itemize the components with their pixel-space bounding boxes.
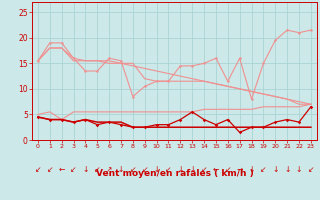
- Text: ↓: ↓: [118, 165, 124, 174]
- Text: ↙: ↙: [201, 165, 207, 174]
- Text: ←: ←: [213, 165, 219, 174]
- Text: ↙: ↙: [47, 165, 53, 174]
- X-axis label: Vent moyen/en rafales ( km/h ): Vent moyen/en rafales ( km/h ): [96, 169, 253, 178]
- Text: →: →: [236, 165, 243, 174]
- Text: ←: ←: [59, 165, 65, 174]
- Text: ↓: ↓: [272, 165, 278, 174]
- Text: ↓: ↓: [153, 165, 160, 174]
- Text: ↙: ↙: [308, 165, 314, 174]
- Text: ↓: ↓: [189, 165, 196, 174]
- Text: ↙: ↙: [260, 165, 267, 174]
- Text: ↓: ↓: [248, 165, 255, 174]
- Text: ↙: ↙: [70, 165, 77, 174]
- Text: ↙: ↙: [35, 165, 41, 174]
- Text: ↙: ↙: [94, 165, 100, 174]
- Text: ↗: ↗: [106, 165, 112, 174]
- Text: ↙: ↙: [130, 165, 136, 174]
- Text: ↙: ↙: [165, 165, 172, 174]
- Text: ↓: ↓: [296, 165, 302, 174]
- Text: ↓: ↓: [284, 165, 290, 174]
- Text: ↓: ↓: [177, 165, 184, 174]
- Text: ↓: ↓: [82, 165, 89, 174]
- Text: ↙: ↙: [141, 165, 148, 174]
- Text: ↙: ↙: [225, 165, 231, 174]
